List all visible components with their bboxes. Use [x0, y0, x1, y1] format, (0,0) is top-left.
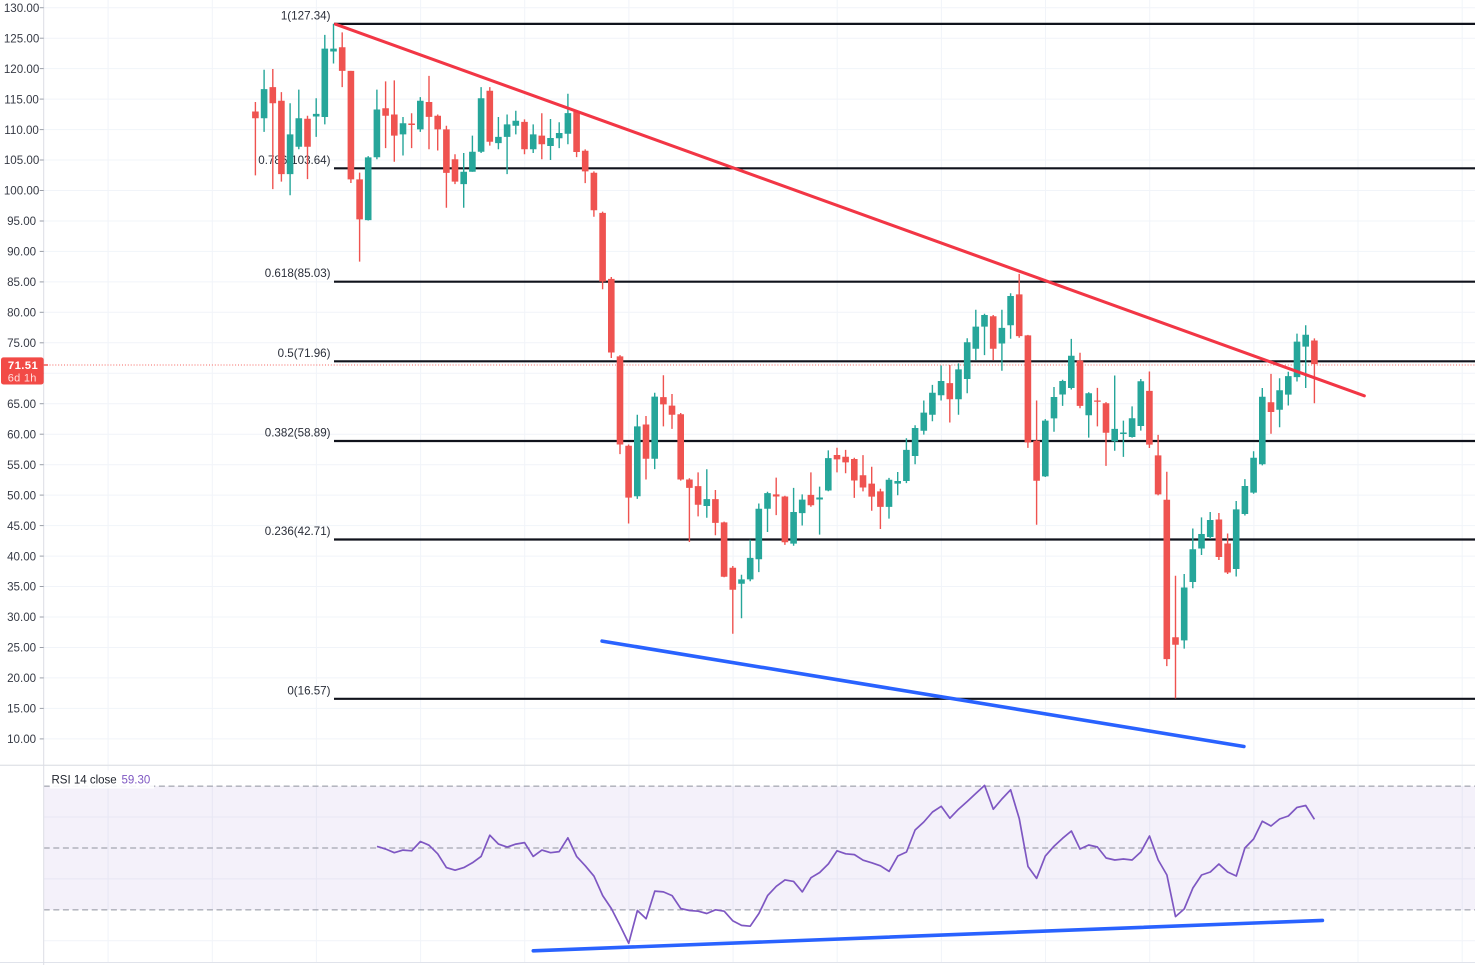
svg-text:130.00: 130.00 [4, 2, 39, 15]
svg-text:45.00: 45.00 [7, 520, 36, 533]
svg-text:0.786(103.64): 0.786(103.64) [258, 154, 330, 167]
svg-text:85.00: 85.00 [7, 276, 36, 289]
svg-text:35.00: 35.00 [7, 581, 36, 594]
svg-text:120.00: 120.00 [4, 63, 39, 76]
svg-text:0.382(58.89): 0.382(58.89) [265, 427, 331, 440]
svg-text:1(127.34): 1(127.34) [281, 9, 331, 22]
svg-text:59.30: 59.30 [122, 775, 151, 787]
svg-text:0(16.57): 0(16.57) [287, 684, 330, 697]
svg-text:75.00: 75.00 [7, 337, 36, 350]
svg-text:65.00: 65.00 [7, 398, 36, 411]
svg-text:50.00: 50.00 [7, 489, 36, 502]
svg-text:90.00: 90.00 [7, 246, 36, 259]
svg-text:40.00: 40.00 [7, 550, 36, 563]
svg-text:15.00: 15.00 [7, 703, 36, 716]
svg-text:125.00: 125.00 [4, 32, 39, 45]
svg-text:100.00: 100.00 [4, 185, 39, 198]
svg-text:115.00: 115.00 [4, 93, 39, 106]
svg-text:25.00: 25.00 [7, 642, 36, 655]
svg-text:20.00: 20.00 [7, 672, 36, 685]
svg-text:0.5(71.96): 0.5(71.96) [278, 347, 331, 360]
svg-text:60.00: 60.00 [7, 428, 36, 441]
svg-text:80.00: 80.00 [7, 307, 36, 320]
svg-text:0.236(42.71): 0.236(42.71) [265, 525, 331, 538]
svg-text:6d 1h: 6d 1h [8, 372, 37, 384]
svg-text:55.00: 55.00 [7, 459, 36, 472]
svg-text:105.00: 105.00 [4, 154, 39, 167]
svg-text:0.618(85.03): 0.618(85.03) [265, 267, 331, 280]
svg-text:10.00: 10.00 [7, 733, 36, 746]
svg-text:RSI 14 close: RSI 14 close [52, 775, 117, 787]
svg-text:95.00: 95.00 [7, 215, 36, 228]
svg-text:30.00: 30.00 [7, 611, 36, 624]
svg-text:110.00: 110.00 [4, 124, 39, 137]
svg-text:71.51: 71.51 [8, 360, 38, 372]
